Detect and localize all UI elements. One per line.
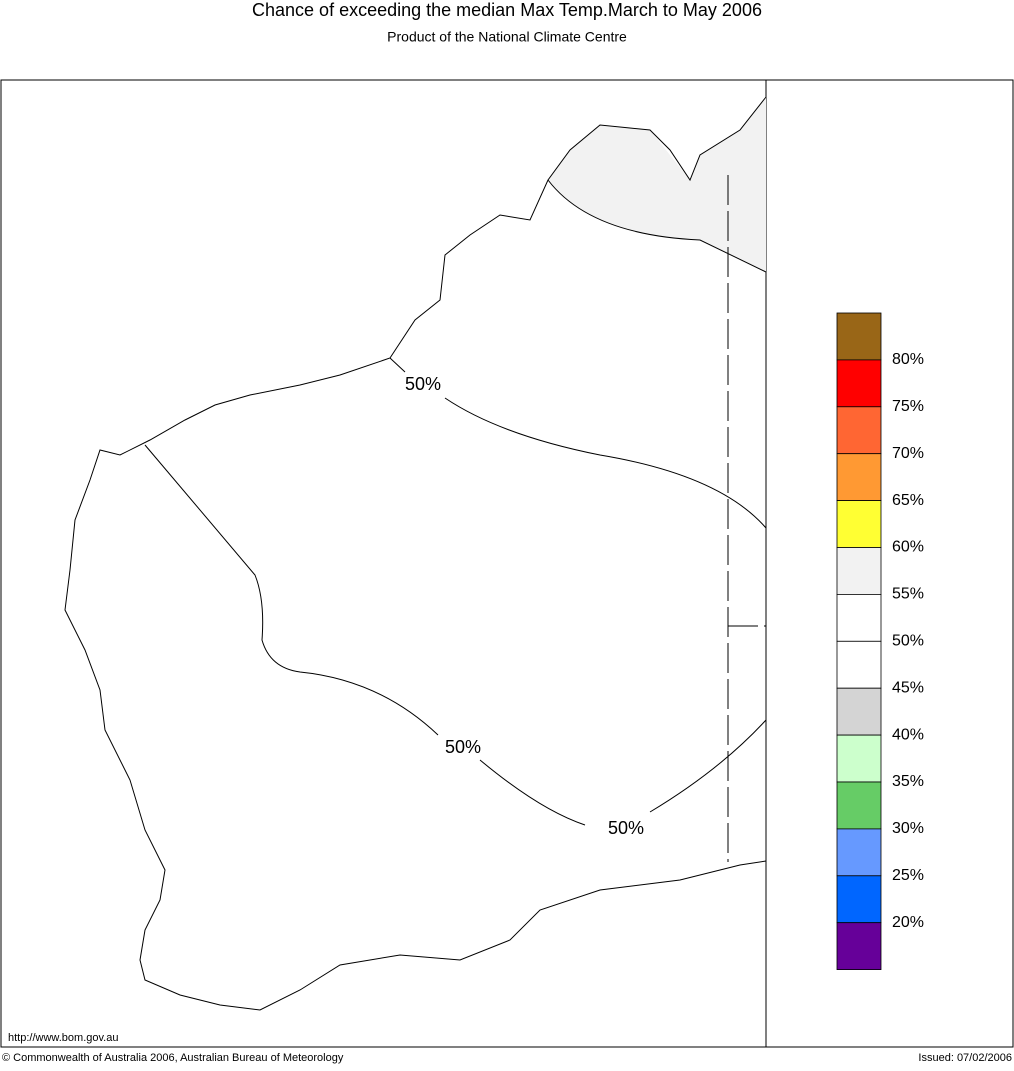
legend-swatch: [836, 453, 882, 502]
legend-swatch: [836, 406, 882, 455]
legend-label: 20%: [892, 914, 924, 931]
legend-swatch: [836, 312, 882, 361]
state-border: [727, 175, 766, 862]
legend-label: 45%: [892, 679, 924, 696]
copyright: © Commonwealth of Australia 2006, Austra…: [2, 1052, 344, 1064]
url: http://www.bom.gov.au: [8, 1032, 118, 1044]
contour-label: 50%: [405, 374, 441, 394]
legend-swatch: [836, 547, 882, 595]
legend-label: 80%: [892, 351, 924, 368]
coastline: [64, 96, 767, 1011]
legend-swatch: [836, 734, 882, 783]
legend-swatch: [836, 922, 882, 971]
legend: 80% 75% 70% 65% 60% 55% 50% 45% 40% 35% 30% 25% 20%: [836, 312, 924, 971]
contour: [547, 179, 767, 273]
title: Chance of exceeding the median Max Temp.…: [252, 0, 762, 20]
legend-label: 30%: [892, 820, 924, 837]
contour-label: 50%: [445, 737, 481, 757]
legend-label: 60%: [892, 539, 924, 556]
legend-label: 75%: [892, 398, 924, 415]
shaded-region: [548, 97, 766, 272]
legend-label: 70%: [892, 445, 924, 462]
legend-label: 25%: [892, 867, 924, 884]
legend-swatch: [836, 828, 882, 877]
legend-swatch: [836, 875, 882, 924]
legend-swatch: [836, 359, 882, 408]
legend-swatch: [836, 640, 882, 689]
legend-swatch: [836, 594, 882, 642]
legend-label: 35%: [892, 773, 924, 790]
legend-label: 65%: [892, 492, 924, 509]
legend-label: 50%: [892, 633, 924, 650]
subtitle: Product of the National Climate Centre: [387, 29, 627, 45]
legend-swatch: [836, 687, 882, 736]
contour: [144, 444, 767, 826]
legend-swatch: [836, 500, 882, 548]
legend-label: 55%: [892, 586, 924, 603]
legend-swatch: [836, 781, 882, 830]
contour: [389, 357, 767, 529]
frame: [0, 79, 1014, 1048]
contour-label: 50%: [608, 818, 644, 838]
legend-label: 40%: [892, 726, 924, 743]
issued: Issued: 07/02/2006: [918, 1052, 1012, 1064]
